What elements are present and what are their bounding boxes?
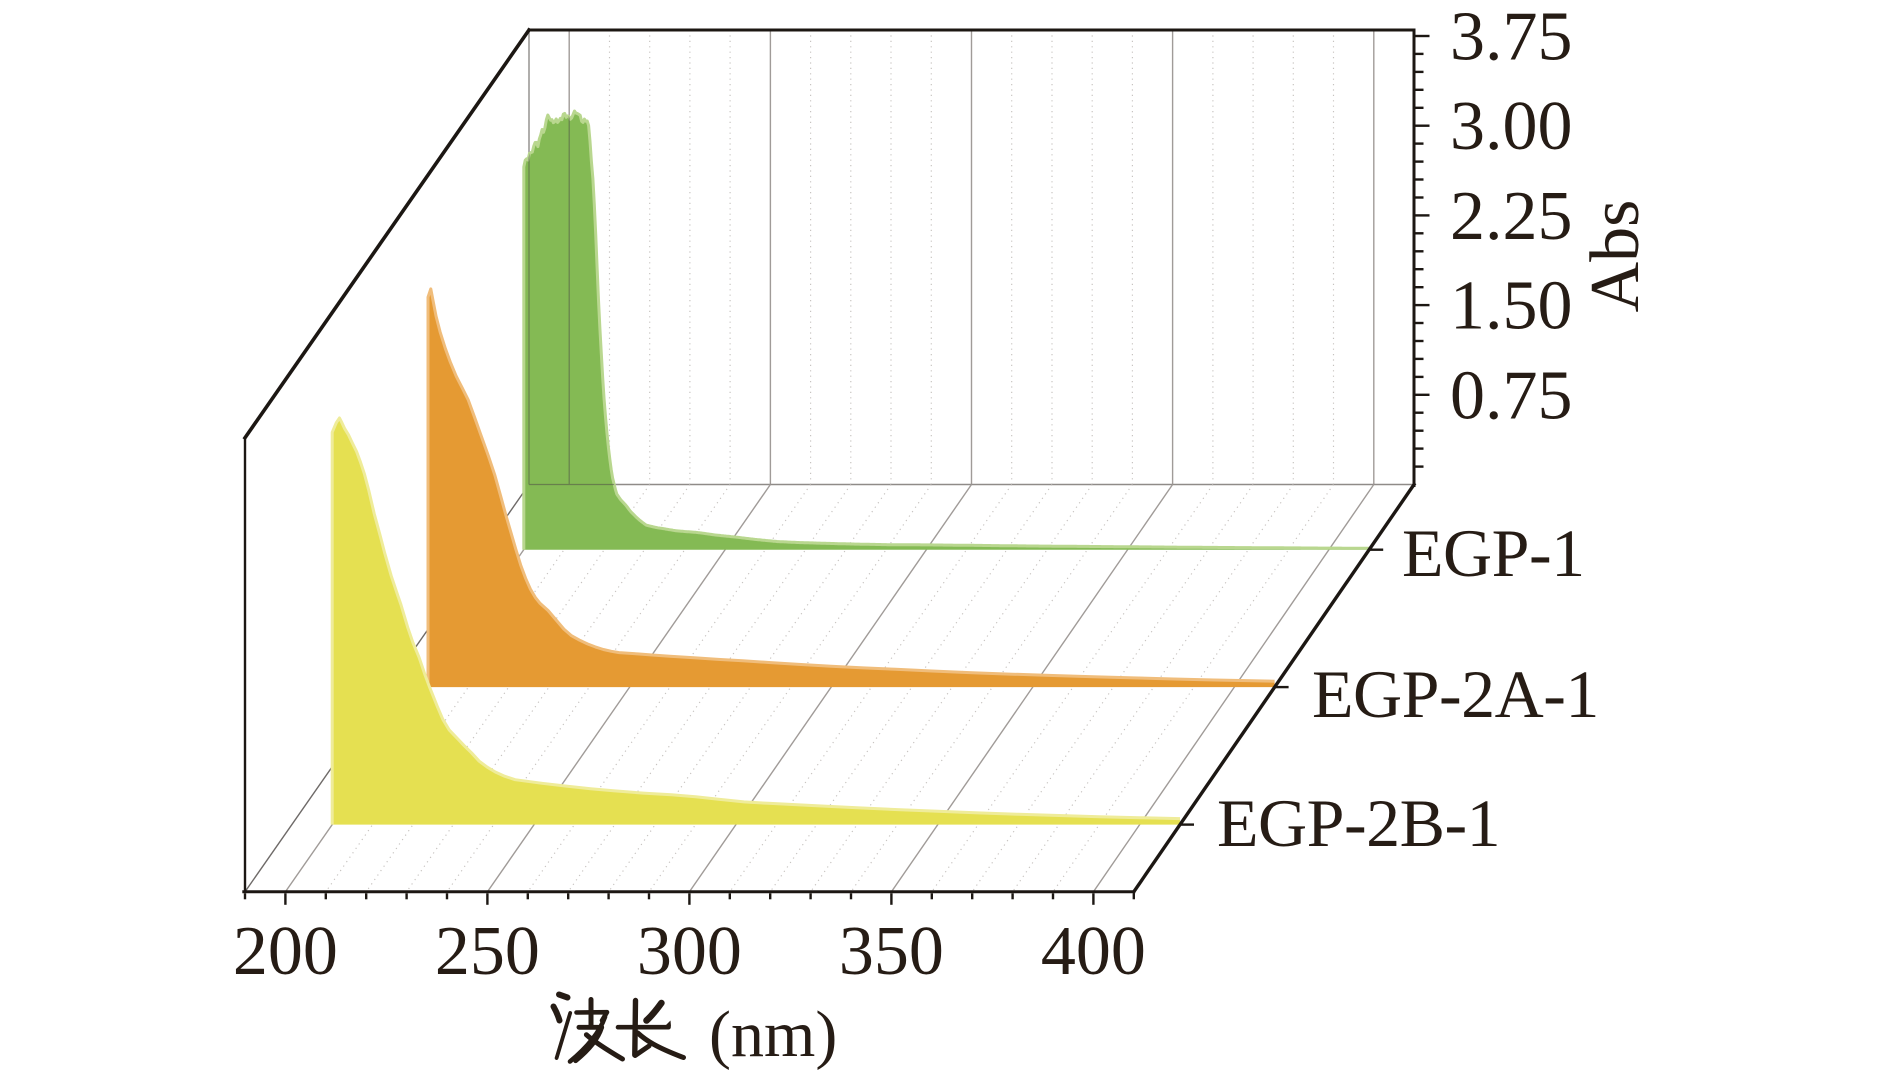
svg-text:3.75: 3.75: [1450, 0, 1573, 76]
svg-text:400: 400: [1041, 913, 1146, 990]
svg-text:2.25: 2.25: [1450, 178, 1573, 255]
svg-text:Abs: Abs: [1577, 200, 1654, 313]
svg-text:200: 200: [233, 913, 338, 990]
svg-text:1.50: 1.50: [1450, 268, 1573, 345]
svg-text:0.75: 0.75: [1450, 357, 1573, 434]
svg-text:EGP-2A-1: EGP-2A-1: [1312, 656, 1599, 732]
svg-text:(nm): (nm): [709, 998, 837, 1071]
svg-text:350: 350: [839, 913, 944, 990]
svg-text:3.00: 3.00: [1450, 88, 1573, 165]
svg-text:EGP-1: EGP-1: [1402, 515, 1585, 591]
svg-text:EGP-2B-1: EGP-2B-1: [1217, 785, 1500, 861]
svg-text:300: 300: [637, 913, 742, 990]
svg-text:250: 250: [435, 913, 540, 990]
